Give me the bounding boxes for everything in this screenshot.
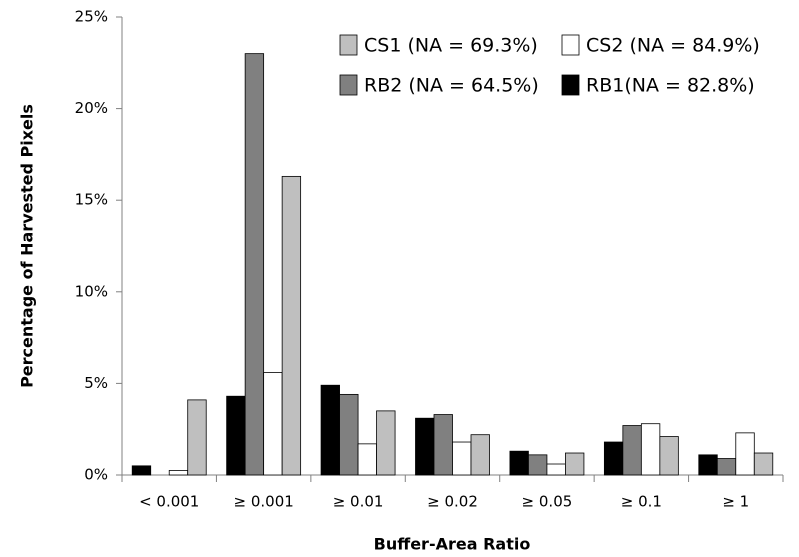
bar — [735, 432, 755, 476]
x-tick-label: ≥ 0.001 — [234, 493, 294, 511]
legend-label: RB2 (NA = 64.5%) — [364, 75, 539, 97]
x-tick-label: < 0.001 — [139, 493, 199, 511]
bar — [603, 441, 624, 476]
y-tick-label: 25% — [75, 8, 108, 26]
bar — [339, 393, 359, 476]
bar — [226, 395, 246, 476]
legend-swatch — [561, 74, 580, 96]
legend-label: RB1(NA = 82.8%) — [586, 75, 755, 97]
bar — [698, 454, 718, 476]
y-tick-label: 20% — [75, 99, 108, 117]
bar — [376, 410, 396, 476]
bar — [168, 470, 189, 476]
bar — [753, 452, 774, 476]
bar — [509, 450, 529, 476]
bar — [622, 425, 642, 476]
bar — [244, 53, 265, 476]
legend-label: CS1 (NA = 69.3%) — [364, 35, 538, 57]
y-tick-label: 10% — [75, 282, 108, 300]
bar — [415, 417, 435, 476]
legend-swatch — [561, 34, 580, 56]
legend-label: CS2 (NA = 84.9%) — [586, 35, 760, 57]
bar — [565, 452, 585, 476]
bar — [433, 414, 453, 476]
bar — [131, 465, 152, 476]
bar — [452, 441, 472, 476]
bar — [640, 423, 661, 476]
bar — [716, 458, 737, 476]
x-axis-label: Buffer-Area Ratio — [374, 535, 531, 554]
legend-swatch — [339, 74, 358, 96]
bar — [281, 175, 302, 476]
y-tick-label: 0% — [84, 466, 108, 484]
bar — [659, 436, 679, 476]
bar — [357, 443, 377, 476]
legend-swatch — [339, 34, 358, 56]
bar — [320, 384, 340, 476]
y-axis-label: Percentage of Harvested Pixels — [18, 104, 37, 388]
y-tick-label: 5% — [84, 374, 108, 392]
x-tick-label: ≥ 0.01 — [333, 493, 384, 511]
x-tick-label: ≥ 1 — [722, 493, 749, 511]
x-tick-label: ≥ 0.05 — [522, 493, 573, 511]
y-tick-label: 15% — [75, 191, 108, 209]
bar — [470, 434, 490, 476]
bar — [263, 372, 283, 476]
bar — [528, 454, 548, 476]
bar — [546, 463, 566, 476]
x-tick-label: ≥ 0.1 — [621, 493, 662, 511]
x-tick-label: ≥ 0.02 — [427, 493, 478, 511]
bar — [187, 399, 207, 476]
